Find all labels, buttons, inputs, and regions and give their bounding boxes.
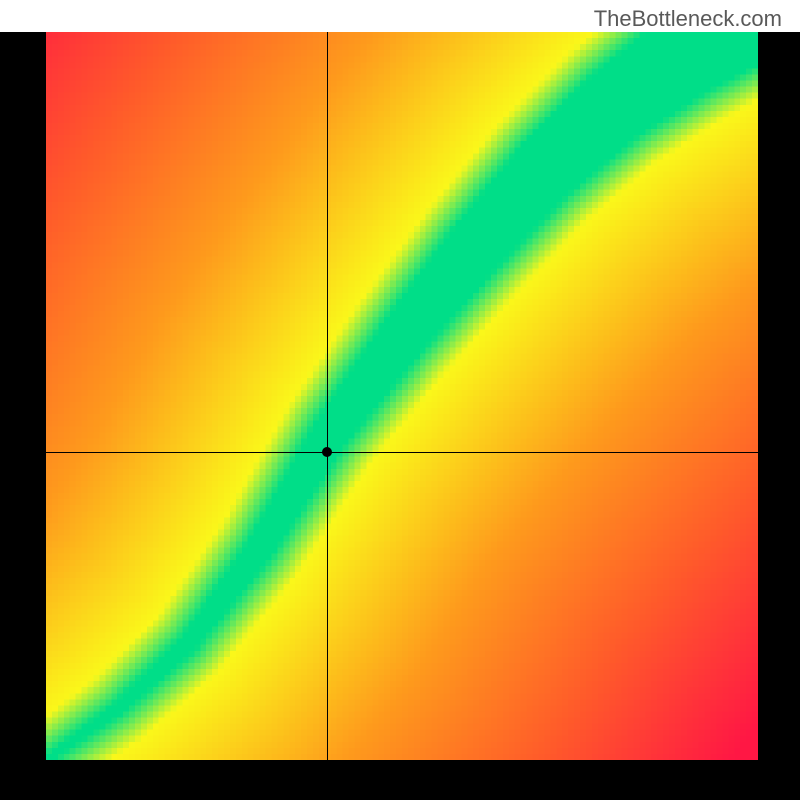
border-right [758,32,800,800]
border-left [0,32,46,800]
chart-container: TheBottleneck.com [0,0,800,800]
crosshair-horizontal [46,452,758,453]
heatmap-plot [46,32,758,760]
watermark-text: TheBottleneck.com [594,6,782,32]
heatmap-canvas [46,32,758,760]
crosshair-vertical [327,32,328,760]
border-bottom [0,760,800,800]
